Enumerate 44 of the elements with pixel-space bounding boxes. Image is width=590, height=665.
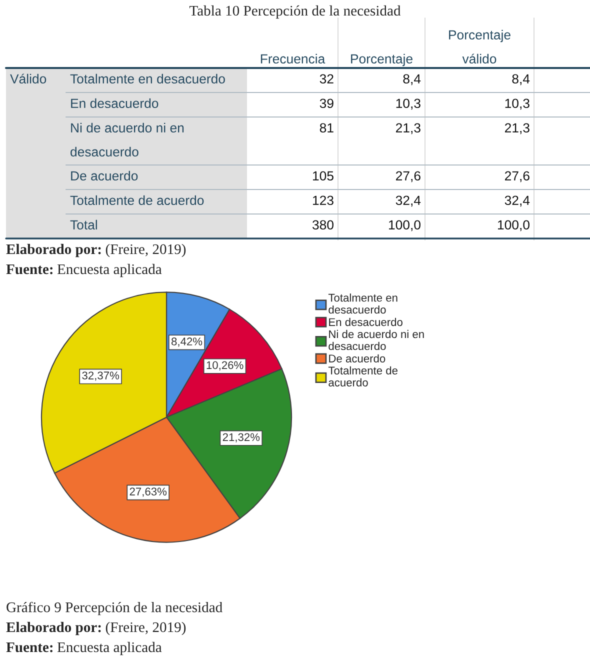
- category-label: Ni de acuerdo ni en desacuerdo: [70, 122, 184, 157]
- category-label: Totalmente en desacuerdo: [70, 74, 225, 84]
- text: Elaborado por: (Freire, 2019): [6, 622, 186, 636]
- text: 32,4: [396, 196, 421, 207]
- data-label: 10,26%: [206, 361, 244, 370]
- text: Válido: [10, 74, 46, 84]
- legend-label: Totalmente de acuerdo: [328, 366, 398, 386]
- text: 21,3: [504, 123, 530, 134]
- text: 123: [312, 196, 334, 206]
- category-label: Totalmente de acuerdo: [70, 195, 204, 206]
- text: 27,6: [396, 171, 420, 182]
- text: 32: [320, 74, 334, 84]
- text: 8,4: [512, 74, 530, 86]
- text: 105: [312, 171, 334, 181]
- text: 8,4: [403, 74, 421, 86]
- legend-label: Totalmente en desacuerdo: [328, 294, 398, 314]
- text: 32,4: [504, 196, 530, 207]
- legend-label: En desacuerdo: [329, 318, 402, 326]
- text: 100,0: [498, 220, 530, 232]
- text: 10,3: [396, 98, 420, 110]
- data-label: 32,37%: [82, 372, 120, 381]
- data-label: 21,32%: [222, 433, 260, 442]
- category-label: Porcentaje: [351, 54, 412, 66]
- text: Elaborado por: (Freire, 2019): [6, 244, 186, 258]
- legend-label: Ni de acuerdo ni en desacuerdo: [328, 330, 424, 350]
- category-label: De acuerdo: [71, 170, 138, 181]
- text: 21,3: [396, 123, 420, 134]
- category-label: En desacuerdo: [71, 98, 158, 108]
- legend-label: De acuerdo: [329, 354, 386, 362]
- text: 81: [320, 123, 334, 133]
- category-label: Porcentaje válido: [449, 30, 510, 64]
- text: 380: [312, 220, 334, 230]
- category-label: Total: [70, 220, 97, 230]
- data-label: 27,63%: [130, 488, 167, 497]
- text: 100,0: [388, 220, 420, 232]
- source-note: Fuente: Encuesta aplicada: [6, 642, 162, 656]
- text: Gráfico 9 Percepción de la necesidad: [6, 602, 222, 616]
- text: Tabla 10 Percepción de la necesidad: [189, 5, 401, 19]
- text: 10,3: [505, 98, 530, 110]
- category-label: Frecuencia: [260, 54, 326, 64]
- text: 27,6: [504, 171, 530, 182]
- data-label: 8,42%: [172, 338, 202, 347]
- text: 39: [320, 98, 334, 108]
- source-note: Fuente: Encuesta aplicada: [6, 264, 162, 278]
